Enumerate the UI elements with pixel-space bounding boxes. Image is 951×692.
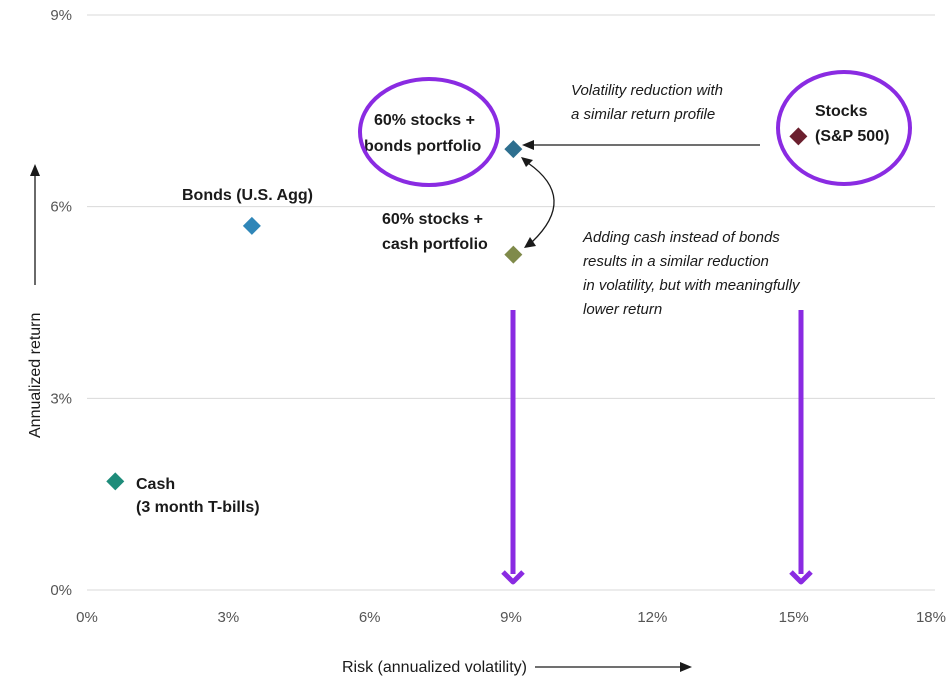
- x-tick-label: 0%: [76, 609, 98, 626]
- x-tick-label: 6%: [359, 609, 381, 626]
- x-tick-label: 15%: [779, 609, 809, 626]
- point-label-line: bonds portfolio: [364, 138, 482, 155]
- highlight-ellipse-stocks: [776, 70, 912, 186]
- data-point-diamond: [504, 245, 523, 264]
- arrow-stocks-to-60-40-icon: [522, 140, 760, 150]
- x-axis-arrow-icon: [535, 662, 692, 672]
- arrow-double-headed-icon: [521, 157, 555, 248]
- highlight-ellipse-60-40: [358, 77, 500, 187]
- point-label-bonds: Bonds (U.S. Agg): [182, 187, 313, 204]
- data-point-diamond: [242, 216, 261, 235]
- point-label-60-40-cash: 60% stocks + cash portfolio: [382, 211, 488, 253]
- gridlines: [87, 14, 935, 591]
- y-tick-label: 6%: [50, 199, 72, 216]
- x-tick-label: 9%: [500, 609, 522, 626]
- x-tick-label: 3%: [217, 609, 239, 626]
- x-axis-label: Risk (annualized volatility): [342, 659, 527, 676]
- purple-down-arrow-icon: [501, 310, 525, 585]
- annotation-line: results in a similar reduction: [583, 253, 769, 270]
- point-label-60-40-bonds: 60% stocks + bonds portfolio: [364, 112, 482, 155]
- x-tick-label: 18%: [916, 609, 946, 626]
- point-label-line: Stocks: [815, 103, 868, 120]
- annotation-volatility-reduction: Volatility reduction with a similar retu…: [571, 82, 723, 123]
- point-label-line: 60% stocks +: [374, 112, 475, 129]
- purple-down-arrow-icon: [789, 310, 813, 585]
- data-point-diamond: [106, 472, 125, 491]
- point-label-line: (3 month T-bills): [136, 499, 260, 516]
- point-label-stocks: Stocks (S&P 500): [815, 103, 889, 145]
- data-points: [106, 127, 808, 491]
- annotation-adding-cash: Adding cash instead of bonds results in …: [582, 229, 801, 318]
- annotation-line: Adding cash instead of bonds: [582, 229, 780, 246]
- annotation-line: Volatility reduction with: [571, 82, 723, 99]
- data-point-diamond: [504, 140, 523, 159]
- annotation-line: a similar return profile: [571, 106, 715, 123]
- y-axis-label: Annualized return: [27, 313, 44, 438]
- point-label-line: 60% stocks +: [382, 211, 483, 228]
- point-label-line: (S&P 500): [815, 128, 889, 145]
- point-label-line: Bonds (U.S. Agg): [182, 187, 313, 204]
- data-point-diamond: [789, 127, 808, 146]
- y-tick-label: 3%: [50, 390, 72, 407]
- annotation-line: lower return: [583, 301, 662, 318]
- y-tick-label: 9%: [50, 7, 72, 24]
- point-label-line: Cash: [136, 476, 175, 493]
- x-tick-label: 12%: [637, 609, 667, 626]
- point-label-cash: Cash (3 month T-bills): [136, 476, 260, 516]
- point-label-line: cash portfolio: [382, 236, 488, 253]
- y-axis-arrow-icon: [30, 164, 40, 285]
- axis-ticks: 0% 3% 6% 9% 0% 3% 6% 9% 12% 15% 18%: [50, 7, 946, 626]
- annotation-line: in volatility, but with meaningfully: [583, 277, 801, 294]
- y-tick-label: 0%: [50, 582, 72, 599]
